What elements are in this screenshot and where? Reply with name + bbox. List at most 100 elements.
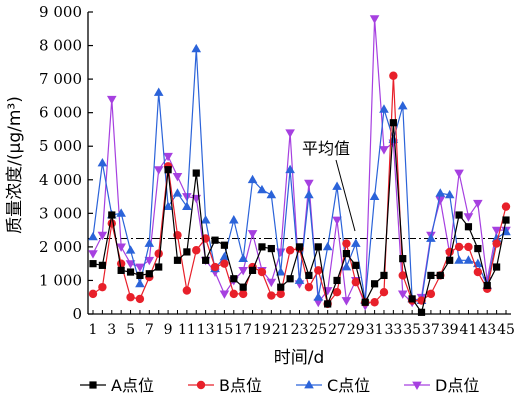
data-point — [342, 250, 351, 258]
data-point — [380, 271, 388, 280]
data-point — [97, 158, 108, 167]
legend-marker — [196, 380, 206, 390]
x-tick-label: 31 — [366, 322, 384, 338]
data-point — [238, 253, 248, 263]
data-point — [285, 246, 295, 255]
data-point — [398, 271, 407, 280]
legend-label: B点位 — [219, 376, 262, 395]
legend-label: A点位 — [111, 376, 154, 395]
data-point — [313, 298, 324, 308]
data-point — [277, 283, 285, 291]
data-point — [473, 267, 483, 277]
data-point — [379, 146, 389, 155]
data-point — [219, 251, 230, 261]
data-point — [417, 308, 426, 316]
data-point — [172, 173, 183, 182]
data-point — [389, 71, 398, 80]
data-point — [483, 281, 491, 290]
y-tick-label: 8 000 — [39, 37, 82, 55]
x-tick-label: 33 — [384, 322, 402, 338]
data-point — [126, 293, 135, 302]
data-point — [305, 271, 313, 280]
data-point — [397, 100, 408, 110]
data-point — [474, 244, 482, 253]
data-point — [163, 152, 173, 162]
x-tick-label: 25 — [309, 322, 327, 338]
data-point — [144, 256, 155, 266]
y-tick-label: 5 000 — [39, 137, 82, 155]
data-point — [136, 271, 144, 280]
data-point — [446, 256, 454, 264]
data-point — [333, 276, 341, 285]
data-point — [454, 242, 464, 252]
data-point — [314, 243, 322, 251]
data-point — [473, 199, 483, 209]
data-point — [97, 231, 108, 241]
data-point — [144, 238, 155, 247]
average-line-pointer — [335, 159, 356, 232]
data-point — [116, 208, 126, 217]
data-point — [444, 189, 455, 199]
data-point — [285, 164, 295, 174]
y-axis-label: 质量浓度/(μg/m³) — [5, 96, 25, 234]
data-point — [351, 277, 361, 287]
data-point — [426, 289, 436, 299]
data-point — [286, 275, 294, 283]
x-axis-label: 时间/d — [274, 348, 325, 368]
y-tick-label: 4 000 — [39, 171, 82, 189]
data-point — [88, 289, 98, 299]
series-1 — [89, 119, 510, 316]
data-point — [399, 255, 407, 263]
data-point — [314, 266, 323, 275]
data-point — [379, 287, 389, 297]
data-point — [229, 289, 238, 299]
data-point — [369, 15, 380, 24]
data-point — [454, 255, 464, 264]
x-tick-label: 5 — [126, 322, 135, 338]
data-point — [220, 241, 229, 249]
x-tick-label: 11 — [178, 322, 196, 338]
x-tick-label: 35 — [403, 322, 421, 338]
data-point — [191, 43, 202, 53]
data-point — [501, 202, 511, 211]
data-point — [155, 263, 163, 271]
data-point — [247, 230, 258, 239]
data-point — [126, 268, 135, 276]
data-point — [257, 184, 267, 194]
data-point — [135, 278, 145, 288]
data-point — [135, 263, 145, 273]
data-point — [267, 291, 276, 300]
x-tick-label: 13 — [197, 322, 215, 338]
x-tick-label: 1 — [89, 322, 98, 338]
y-tick-label: 6 000 — [39, 104, 82, 122]
data-point — [464, 223, 473, 231]
data-point — [463, 213, 474, 222]
data-point — [182, 286, 192, 295]
x-tick-label: 15 — [215, 322, 233, 338]
data-point — [285, 129, 295, 138]
data-point — [200, 215, 211, 224]
data-point — [266, 189, 277, 199]
x-tick-label: 9 — [164, 322, 173, 338]
data-point — [98, 261, 106, 269]
data-point — [116, 243, 126, 252]
data-point — [351, 238, 361, 247]
data-point — [247, 174, 258, 184]
data-point — [219, 290, 230, 299]
series-lines — [88, 15, 511, 316]
x-tick-label: 19 — [253, 322, 271, 338]
data-point — [294, 275, 305, 284]
data-point — [228, 215, 239, 224]
data-point — [248, 266, 257, 274]
data-point — [275, 267, 286, 276]
data-point — [324, 300, 332, 308]
legend-item: B点位 — [188, 376, 262, 395]
data-point — [258, 243, 266, 251]
data-point — [276, 289, 285, 299]
legend-item: C点位 — [296, 376, 370, 395]
data-point — [426, 233, 436, 242]
data-point — [173, 256, 182, 264]
data-point — [192, 246, 201, 255]
x-tick-label: 27 — [328, 322, 346, 338]
